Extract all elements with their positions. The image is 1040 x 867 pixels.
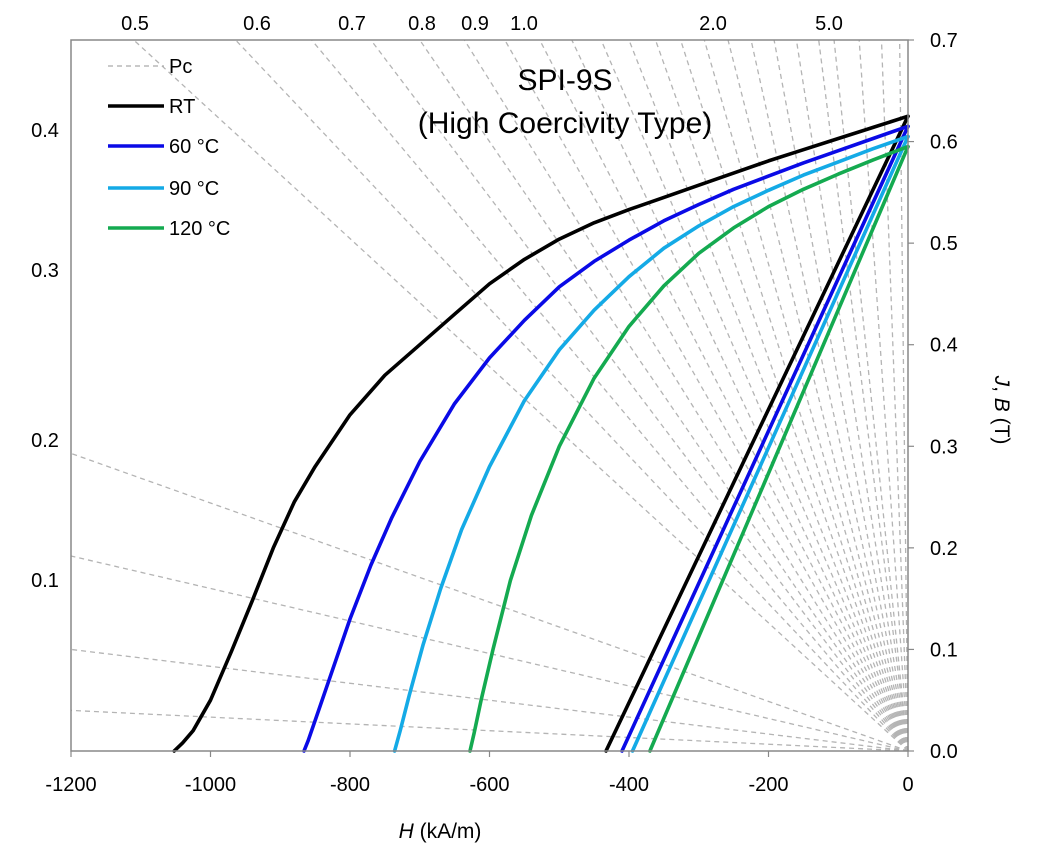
pc-line [311,39,909,752]
series-line-j [468,144,910,753]
x-tick-label: 0 [902,774,913,796]
pc-line [235,39,909,752]
pc-line [463,39,909,752]
pc-top-label: 0.6 [243,13,271,35]
pc-line [858,39,909,752]
pc-top-label: 0.8 [408,13,436,35]
left-scale-label: 0.3 [31,260,59,282]
pc-line [898,39,909,752]
series-line-j [392,134,910,753]
pc-line [773,39,909,752]
pc-line [70,648,909,752]
legend-label: Pc [169,56,192,78]
left-scale-label: 0.1 [31,570,59,592]
x-axis-label-symbol: H [399,820,415,843]
series-line-b [620,124,910,753]
pc-top-label: 5.0 [815,13,843,35]
y-tick-label: 0.1 [930,639,958,661]
x-tick-label: -200 [748,774,788,796]
pc-line [795,39,909,752]
x-axis-label: H (kA/m) [399,820,482,843]
series-line-b [630,134,910,753]
y-tick-label: 0.6 [930,132,958,154]
x-tick-label: -600 [469,774,509,796]
y-axis-label-b: B [990,398,1013,412]
pc-line [539,39,909,752]
pc-line [818,39,909,752]
y-axis-label-sep: , [990,386,1013,398]
y-axis-label-j: J [990,375,1013,387]
legend-label: 120 °C [169,218,230,240]
pc-line [628,39,909,752]
y-tick-label: 0.4 [930,335,958,357]
y-axis-label-unit: (T) [990,412,1013,445]
pc-line [133,39,909,752]
pc-top-label: 0.5 [121,13,149,35]
y-tick-label: 0.2 [930,538,958,560]
series-line-j [172,114,910,753]
legend-label: 90 °C [169,178,219,200]
pc-line [70,709,909,752]
pc-line [600,39,909,752]
pc-top-label: 0.7 [338,13,366,35]
series-line-b [604,114,910,753]
left-scale-label: 0.2 [31,430,59,452]
x-tick-label: -1200 [45,774,96,796]
pc-line [504,39,909,752]
pc-line [703,39,909,752]
pc-line [370,39,909,752]
y-axis-label-right: J, B (T) [990,375,1013,445]
x-axis-label-unit: (kA/m) [414,820,482,843]
pc-top-label: 1.0 [510,13,538,35]
legend-label: 60 °C [169,136,219,158]
series-lines [172,114,910,753]
y-tick-label: 0.5 [930,233,958,255]
pc-top-label: 2.0 [699,13,727,35]
pc-line [679,39,909,752]
pc-line [880,39,909,752]
pc-line [70,452,909,752]
x-tick-label: -1000 [185,774,236,796]
x-tick-label: -800 [330,774,370,796]
pc-top-label: 0.9 [461,13,489,35]
axis-ticks: -1200 -1000 -800 -600 -400 -200 0 0.0 0.1 0.2 0.3 0… [31,13,958,796]
legend-label: RT [169,96,195,118]
legend: Pc RT 60 °C 90 °C 120 °C [108,56,230,240]
left-scale-label: 0.4 [31,120,59,142]
x-tick-label: -400 [609,774,649,796]
series-line-b [648,144,910,753]
y-tick-label: 0.0 [930,741,958,763]
chart-subtitle: (High Coercivity Type) [418,107,713,140]
series-line-j [302,124,910,753]
y-tick-label: 0.3 [930,436,958,458]
y-tick-label: 0.7 [930,30,958,52]
chart-title: SPI-9S [517,64,612,97]
